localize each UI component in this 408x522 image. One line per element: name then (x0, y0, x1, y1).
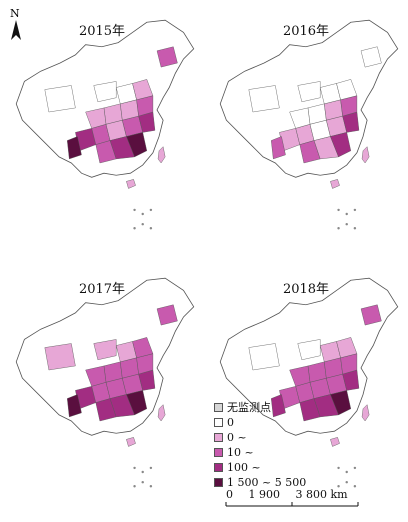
region-cell (360, 46, 382, 68)
region-cell (271, 394, 286, 418)
legend-swatch (214, 448, 223, 457)
region-cell (85, 365, 107, 387)
region-cell (289, 107, 311, 129)
map-panel-2017: 2017年 (0, 258, 204, 516)
region-cell (67, 136, 82, 160)
island (157, 404, 166, 422)
legend-item-very-high: 1 500 ~ 5 500 (214, 475, 404, 490)
china-map-2015 (15, 19, 195, 230)
island (126, 179, 136, 189)
region-cell (336, 337, 358, 359)
legend-label: 0 ~ (227, 431, 247, 444)
south-sea-island (337, 208, 340, 212)
legend-swatch (214, 418, 223, 427)
south-sea-island (133, 227, 136, 230)
map-panel-2016: 2016年 (204, 0, 408, 258)
region-cell (44, 85, 76, 113)
legend-swatch (214, 403, 223, 412)
region-cell (85, 107, 107, 129)
region-cell (297, 81, 321, 103)
south-sea-island (353, 485, 357, 488)
map-panel-2018: 2018年 (204, 258, 408, 516)
scale-bar (225, 502, 359, 507)
region-cell (289, 365, 311, 387)
island (330, 437, 340, 447)
region-cell (93, 81, 117, 103)
south-sea-island (345, 212, 348, 216)
south-sea-island (353, 227, 357, 230)
region-cell (336, 79, 358, 101)
map-legend: 无监测点 0 0 ~ 10 ~ 100 ~ 1 500 ~ 5 500 (214, 400, 404, 490)
legend-label: 10 ~ (227, 446, 254, 459)
island (361, 146, 370, 164)
south-sea-island (133, 466, 136, 470)
legend-label: 无监测点 (227, 401, 271, 414)
region-cell (156, 304, 178, 326)
region-cell (132, 337, 154, 359)
region-cell (330, 132, 352, 158)
year-label-2017: 2017年 (78, 282, 126, 297)
region-cell (44, 343, 76, 371)
south-sea-island (353, 466, 357, 470)
south-sea-island (149, 208, 153, 212)
island (361, 404, 370, 422)
scale-bar-labels: 0 1 900 3 800 km (226, 488, 360, 501)
region-cell (248, 343, 280, 371)
south-sea-island (133, 485, 136, 488)
region-cell (156, 46, 178, 68)
region-cell (126, 132, 148, 158)
south-sea-island (149, 485, 153, 488)
legend-item-high: 100 ~ (214, 460, 404, 475)
south-sea-island (353, 208, 357, 212)
north-arrow-icon: N (10, 7, 21, 40)
south-sea-island (149, 227, 153, 230)
scale-tick-1: 1 900 (248, 488, 281, 501)
legend-label: 0 (227, 416, 234, 429)
south-sea-island (345, 470, 348, 474)
year-label-2016: 2016年 (282, 24, 330, 39)
island (330, 179, 340, 189)
south-sea-island (337, 227, 340, 230)
south-sea-island (345, 222, 348, 226)
south-sea-island (337, 485, 340, 488)
legend-label: 100 ~ (227, 461, 261, 474)
china-map-2017 (15, 277, 195, 488)
scale-tick-0: 0 (226, 488, 233, 501)
china-map-2016 (219, 19, 399, 230)
legend-item-low: 0 ~ (214, 430, 404, 445)
island (157, 146, 166, 164)
year-label-2018: 2018年 (282, 282, 330, 297)
south-sea-island (141, 470, 144, 474)
legend-swatch (214, 478, 223, 487)
legend-swatch (214, 463, 223, 472)
legend-item-mid: 10 ~ (214, 445, 404, 460)
south-sea-island (141, 212, 144, 216)
legend-item-zero: 0 (214, 415, 404, 430)
north-label: N (10, 7, 20, 20)
region-cell (330, 390, 352, 416)
region-cell (248, 85, 280, 113)
south-sea-island (345, 480, 348, 484)
region-cell (360, 304, 382, 326)
south-sea-island (337, 466, 340, 470)
legend-item-no-data: 无监测点 (214, 400, 404, 415)
region-cell (271, 136, 286, 160)
island (126, 437, 136, 447)
south-sea-island (149, 466, 153, 470)
year-label-2015: 2015年 (78, 24, 126, 39)
south-sea-island (141, 222, 144, 226)
south-sea-island (141, 480, 144, 484)
region-cell (93, 339, 117, 361)
map-panel-2015: 2015年 N (0, 0, 204, 258)
legend-label: 1 500 ~ 5 500 (227, 476, 307, 489)
region-cell (297, 339, 321, 361)
scale-tick-2: 3 800 km (295, 488, 348, 501)
legend-swatch (214, 433, 223, 442)
china-map-2018 (219, 277, 399, 488)
region-cell (126, 390, 148, 416)
region-cell (67, 394, 82, 418)
south-sea-island (133, 208, 136, 212)
region-cell (132, 79, 154, 101)
